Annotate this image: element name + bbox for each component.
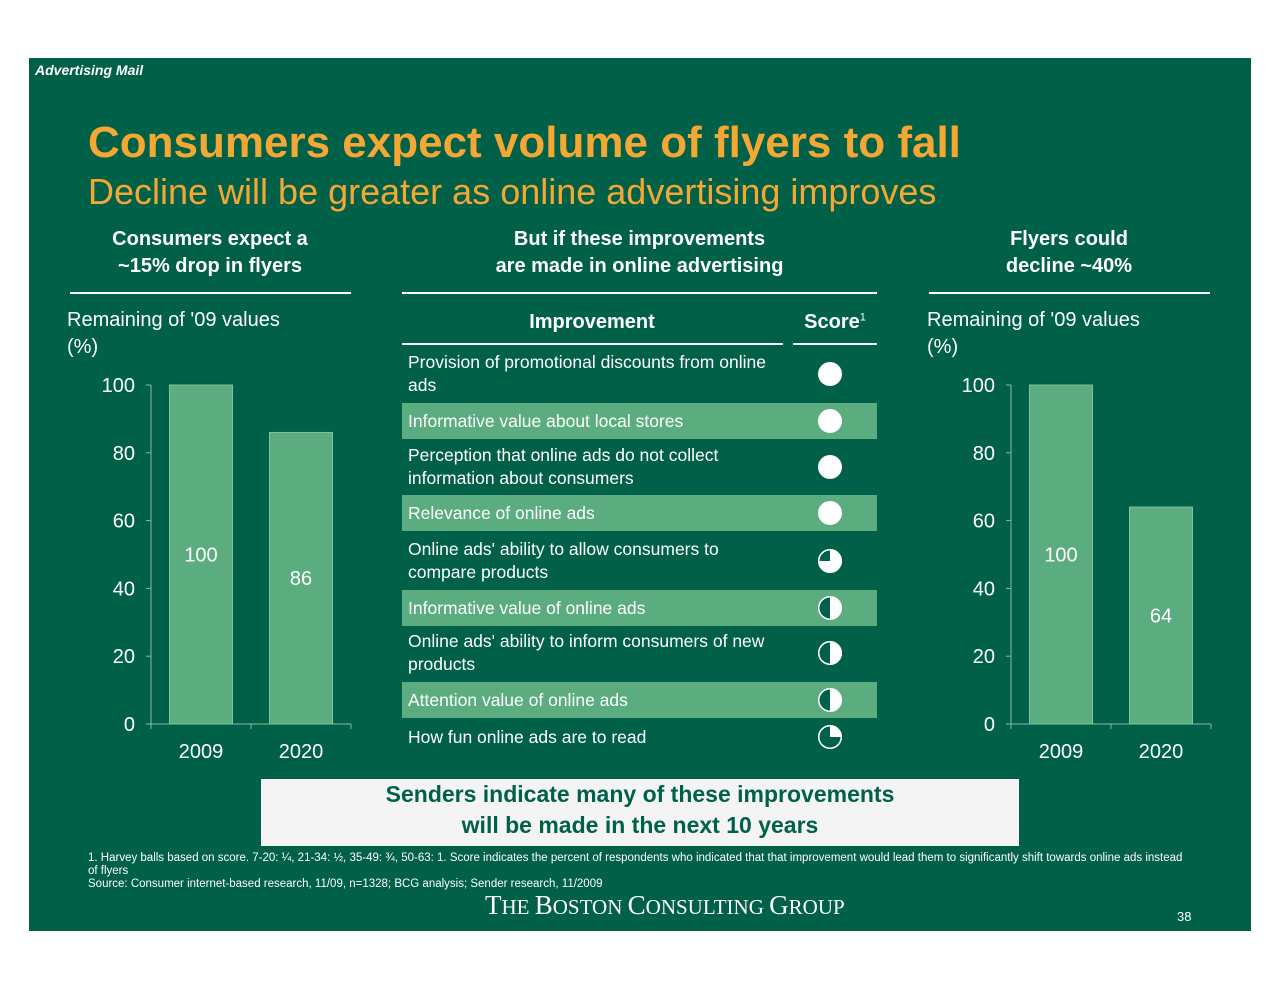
table-row: Online ads' ability to inform consumers … [402, 627, 877, 679]
right-chart-ytick-label: 60 [973, 511, 995, 533]
left-ylabel-unit: (%) [67, 336, 99, 358]
improvement-text: Online ads' ability to allow consumers t… [408, 539, 719, 582]
left-chart-bar [169, 384, 233, 725]
improvement-text: Provision of promotional discounts from … [408, 352, 766, 395]
table-header-rule-score [793, 343, 877, 345]
right-chart-ylabel: Remaining of '09 values (%) [927, 307, 1140, 361]
middle-column-header: But if these improvements are made in on… [402, 226, 877, 280]
table-row: Relevance of online ads [402, 495, 877, 531]
score-footnote-mark: 1 [859, 311, 866, 324]
improvement-text: Relevance of online ads [408, 502, 595, 523]
right-chart-data-label: 64 [1150, 606, 1172, 628]
right-header-line-1: Flyers could [1010, 228, 1128, 250]
left-column-header: Consumers expect a ~15% drop in flyers [70, 226, 350, 280]
improvement-text: How fun online ads are to read [408, 726, 647, 747]
improvement-text: Online ads' ability to inform consumers … [408, 631, 765, 674]
table-row: Informative value about local stores [402, 403, 877, 439]
harvey-ball-empty [818, 688, 830, 712]
left-chart-ytick-label: 40 [113, 578, 135, 600]
left-chart-ytick-label: 80 [113, 443, 135, 465]
harvey-ball-icon [818, 725, 842, 749]
right-chart-ytick-label: 20 [973, 646, 995, 668]
right-header-line-2: decline ~40% [1005, 255, 1133, 277]
harvey-ball-icon [818, 362, 842, 386]
harvey-ball-icon [818, 688, 842, 712]
right-chart-ytick-label: 80 [973, 443, 995, 465]
right-bar-chart: 0 20 40 60 80 100 100 2009 64 2020 [962, 375, 1212, 763]
left-header-line-2: ~15% drop in flyers [118, 255, 302, 277]
middle-header-rule [402, 292, 877, 294]
improvement-text: Attention value of online ads [408, 689, 628, 710]
right-ylabel-unit: (%) [927, 336, 959, 358]
improvement-text: Informative value of online ads [408, 597, 646, 618]
harvey-ball-icon [818, 641, 842, 665]
footnotes: 1. Harvey balls based on score. 7-20: ¼,… [88, 852, 1188, 891]
bcg-logo: THE BOSTON CONSULTING GROUP [485, 890, 845, 920]
right-chart-ytick-label: 40 [973, 578, 995, 600]
right-chart-bar [1029, 384, 1093, 725]
middle-header-line-2: are made in online advertising [495, 255, 784, 277]
left-chart-ytick-label: 60 [113, 511, 135, 533]
right-ylabel-text: Remaining of '09 values [927, 309, 1140, 331]
left-chart-category-label: 2020 [279, 741, 324, 763]
table-row: Informative value of online ads [402, 590, 877, 626]
right-header-rule [929, 292, 1210, 294]
harvey-ball-empty [818, 641, 830, 665]
page-subtitle: Decline will be greater as online advert… [88, 171, 937, 212]
harvey-ball-icon [818, 549, 842, 573]
footnote-1: 1. Harvey balls based on score. 7-20: ¼,… [88, 852, 1183, 877]
harvey-ball-icon [818, 455, 842, 479]
table-row: Perception that online ads do not collec… [402, 441, 877, 493]
harvey-ball-empty [818, 549, 830, 561]
score-label: Score [804, 311, 860, 333]
right-chart-data-label: 100 [1044, 545, 1077, 567]
callout-box: Senders indicate many of these improveme… [261, 779, 1019, 846]
improvement-text: Perception that online ads do not collec… [408, 445, 719, 488]
table-row: How fun online ads are to read [402, 719, 877, 755]
harvey-ball-icon [818, 596, 842, 620]
right-chart-bar [1129, 506, 1193, 725]
callout-line-2: will be made in the next 10 years [461, 812, 819, 838]
left-chart-bar [269, 431, 333, 725]
table-header-score: Score1 [793, 311, 877, 334]
page-title: Consumers expect volume of flyers to fal… [88, 118, 961, 167]
section-tag: Advertising Mail [35, 62, 144, 78]
slide: Advertising Mail Consumers expect volume… [29, 58, 1251, 931]
middle-header-line-1: But if these improvements [513, 228, 766, 250]
harvey-ball-empty [818, 596, 830, 620]
page-number: 38 [1177, 909, 1192, 924]
left-chart-ylabel: Remaining of '09 values (%) [67, 307, 280, 361]
right-chart-category-label: 2009 [1039, 741, 1084, 763]
left-chart-data-label: 86 [290, 568, 312, 590]
table-header-improvement: Improvement [529, 311, 655, 333]
left-ylabel-text: Remaining of '09 values [67, 309, 280, 331]
left-chart-data-label: 100 [184, 545, 217, 567]
table-row: Provision of promotional discounts from … [402, 348, 877, 400]
table-row: Attention value of online ads [402, 682, 877, 718]
table-header-rule-improvement [402, 343, 783, 345]
harvey-ball-icon [818, 409, 842, 433]
callout-line-1: Senders indicate many of these improveme… [385, 781, 895, 807]
right-column-header: Flyers could decline ~40% [929, 226, 1209, 280]
left-bar-chart: 0 20 40 60 80 100 100 2009 86 2020 [102, 375, 352, 763]
harvey-ball-empty [818, 725, 842, 749]
footnote-source: Source: Consumer internet-based research… [88, 878, 603, 890]
right-chart-category-label: 2020 [1139, 741, 1184, 763]
table-row: Online ads' ability to allow consumers t… [402, 535, 877, 587]
harvey-ball-icon [818, 501, 842, 525]
left-chart-ytick-label: 0 [124, 714, 135, 736]
left-chart-category-label: 2009 [179, 741, 224, 763]
right-chart-ytick-label: 100 [962, 375, 995, 397]
right-chart-ytick-label: 0 [984, 714, 995, 736]
left-chart-ytick-label: 100 [102, 375, 135, 397]
left-header-line-1: Consumers expect a [112, 228, 308, 250]
improvement-text: Informative value about local stores [408, 410, 684, 431]
left-chart-ytick-label: 20 [113, 646, 135, 668]
left-header-rule [70, 292, 351, 294]
